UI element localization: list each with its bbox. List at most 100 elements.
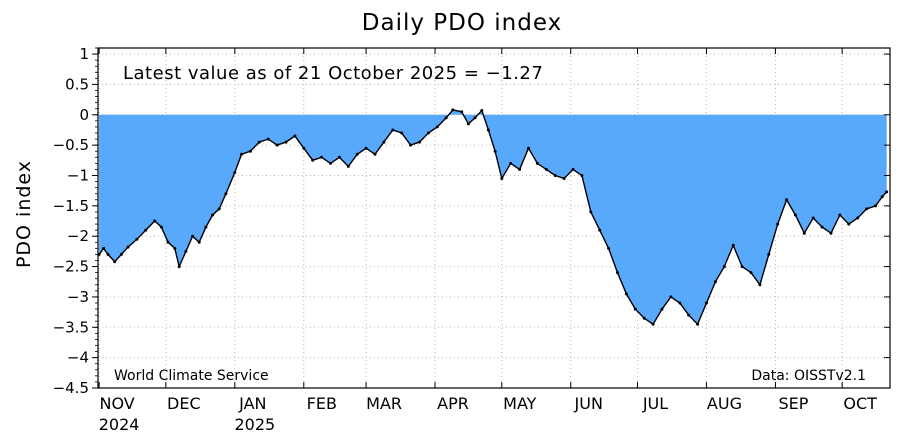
data-point — [500, 177, 504, 180]
data-point — [820, 225, 824, 229]
data-point — [856, 216, 860, 220]
data-point — [451, 108, 455, 112]
data-point — [785, 198, 789, 202]
y-axis-label: PDO index — [13, 160, 35, 268]
data-source-text: Data: OISSTv2.1 — [751, 368, 866, 384]
x-month-label: SEP — [778, 394, 808, 413]
y-tick-label: −2.5 — [53, 258, 89, 276]
area-fill — [99, 109, 887, 325]
latest-value-annotation: Latest value as of 21 October 2025 = −1.… — [123, 63, 543, 84]
data-point — [460, 110, 464, 114]
data-point — [293, 134, 297, 138]
data-point — [320, 155, 324, 159]
y-tick-label: 1 — [79, 45, 89, 63]
data-point — [153, 219, 157, 223]
x-axis: NOV 2024 DEC JAN 2025 FEB MAR APR MAY JUN JUL AUG SE… — [98, 48, 877, 434]
data-point — [113, 260, 117, 264]
data-point — [802, 231, 806, 235]
y-tick-label: −1 — [67, 167, 89, 185]
y-tick-label: −3.5 — [53, 318, 89, 336]
x-year-label: 2025 — [234, 415, 275, 434]
data-point — [382, 140, 386, 144]
data-point — [678, 301, 682, 305]
data-point — [329, 161, 332, 165]
data-point — [518, 167, 522, 171]
data-point — [102, 246, 106, 250]
data-point — [633, 307, 637, 311]
data-point — [211, 213, 215, 217]
data-point — [885, 190, 889, 194]
y-tick-label: −3 — [67, 288, 89, 306]
y-tick-label: −1.5 — [53, 197, 89, 215]
plot-area: 1 0.5 0 −0.5 −1 −1.5 −2 −2.5 −3 −3.5 −4 −4.5 NOV 202… — [53, 45, 891, 434]
data-point — [266, 137, 270, 141]
y-tick-label: −0.5 — [53, 136, 89, 154]
data-point — [749, 271, 753, 275]
x-month-label: FEB — [307, 394, 337, 413]
data-point — [493, 149, 497, 153]
data-point — [722, 265, 726, 269]
data-point — [758, 283, 762, 287]
data-point — [391, 128, 395, 132]
data-point — [793, 213, 797, 217]
data-point — [257, 140, 261, 144]
x-month-label: AUG — [707, 394, 742, 413]
data-point — [696, 322, 700, 326]
data-point — [847, 222, 851, 226]
data-point — [880, 195, 884, 199]
x-month-label: NOV — [99, 394, 134, 413]
data-point — [829, 231, 833, 235]
data-point — [486, 128, 490, 132]
data-point — [418, 140, 421, 144]
data-point — [535, 161, 539, 165]
data-point — [224, 192, 228, 196]
y-tick-label: −4.5 — [53, 379, 89, 397]
x-month-label: JUN — [574, 394, 603, 413]
x-year-label: 2024 — [99, 415, 140, 434]
data-point — [233, 171, 237, 174]
x-month-label: JAN — [238, 394, 266, 413]
data-point — [705, 301, 708, 305]
data-point — [571, 167, 575, 171]
data-point — [544, 167, 548, 171]
y-tick-label: 0.5 — [65, 75, 89, 93]
data-point — [776, 222, 780, 226]
data-point — [275, 143, 279, 147]
x-month-label: MAY — [503, 394, 537, 413]
x-month-label: JUL — [642, 394, 668, 413]
data-point — [191, 234, 195, 238]
data-point — [669, 295, 673, 299]
y-tick-label: −4 — [67, 349, 89, 367]
data-point — [337, 155, 341, 159]
data-point — [373, 152, 377, 156]
data-point — [144, 228, 148, 232]
data-point — [119, 252, 123, 256]
data-point — [480, 109, 484, 112]
x-month-label: OCT — [843, 394, 877, 413]
data-point — [166, 240, 170, 244]
data-point — [607, 246, 611, 250]
data-point — [426, 131, 430, 135]
data-point — [624, 292, 628, 296]
data-point — [159, 225, 163, 229]
data-point — [409, 143, 413, 147]
data-point — [838, 213, 842, 217]
data-point — [240, 152, 243, 156]
data-point — [197, 240, 201, 244]
data-point — [466, 122, 470, 126]
y-tick-label: 0 — [79, 106, 89, 124]
data-point — [651, 322, 655, 326]
data-point — [811, 216, 815, 220]
data-point — [509, 161, 513, 165]
credit-text: World Climate Service — [114, 368, 269, 384]
data-point — [527, 146, 530, 150]
x-month-label: APR — [437, 394, 469, 413]
data-point — [435, 125, 439, 129]
data-point — [177, 265, 181, 269]
data-point — [444, 116, 448, 120]
data-point — [217, 207, 221, 211]
data-point — [473, 116, 477, 120]
data-point — [874, 204, 877, 208]
y-axis: 1 0.5 0 −0.5 −1 −1.5 −2 −2.5 −3 −3.5 −4 −4.5 — [53, 45, 890, 397]
